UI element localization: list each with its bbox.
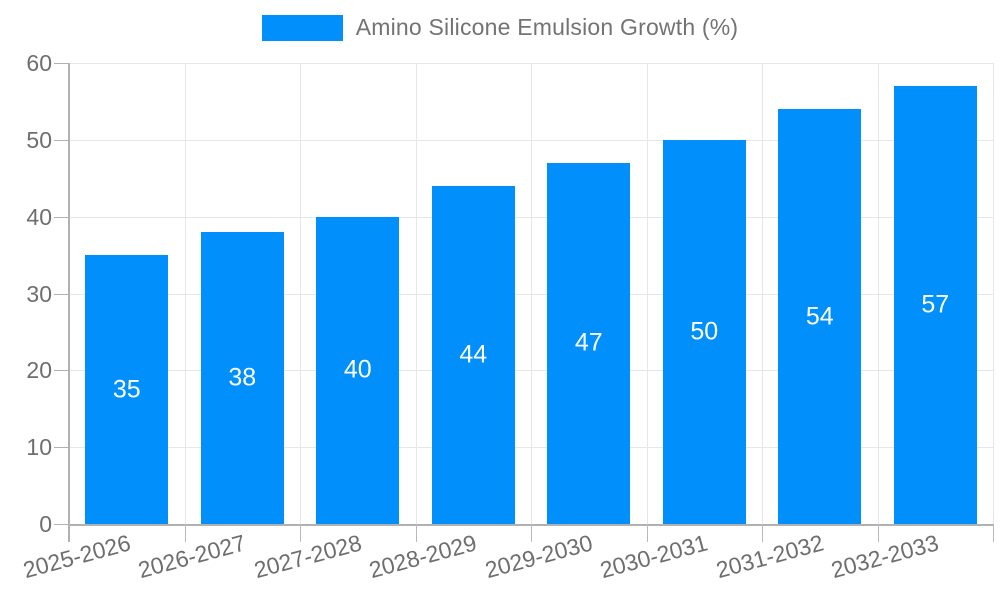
- bar-value-label: 38: [228, 363, 257, 392]
- x-axis-label: 2029-2030: [482, 529, 595, 584]
- x-axis-label: 2030-2031: [597, 529, 711, 584]
- x-axis-label: 2027-2028: [251, 529, 364, 584]
- x-axis-tick: [184, 524, 186, 542]
- gridline-vertical: [415, 63, 417, 524]
- y-axis-label: 10: [26, 434, 52, 461]
- y-axis-label: 0: [39, 511, 52, 537]
- gridline-vertical: [762, 63, 763, 524]
- y-axis-label: 60: [26, 50, 52, 76]
- gridline-vertical: [993, 63, 994, 524]
- plot-area: 35 38 40 44 47 50 54 57: [69, 63, 994, 524]
- bar-2027-2028[interactable]: 40: [316, 216, 400, 524]
- x-axis-tick: [646, 524, 648, 542]
- x-axis-tick: [300, 524, 301, 542]
- x-axis-label: 2031-2032: [713, 529, 826, 584]
- y-axis-tick: [54, 447, 69, 449]
- bar-2029-2030[interactable]: 47: [547, 162, 631, 524]
- bar-2026-2027[interactable]: 38: [200, 232, 284, 524]
- x-axis-tick: [762, 524, 763, 542]
- y-axis-tick: [54, 63, 69, 64]
- bar-2031-2032[interactable]: 54: [778, 109, 862, 524]
- legend-label[interactable]: Amino Silicone Emulsion Growth (%): [355, 14, 739, 40]
- bar-value-label: 44: [459, 340, 488, 369]
- bar-value-label: 57: [921, 290, 950, 319]
- y-axis-tick: [54, 370, 69, 372]
- x-axis-tick: [993, 524, 994, 542]
- legend: Amino Silicone Emulsion Growth (%): [0, 14, 1000, 41]
- y-axis-label: 50: [26, 126, 52, 153]
- y-axis-label: 40: [26, 203, 52, 230]
- bar-value-label: 54: [805, 302, 834, 331]
- bar-value-label: 47: [574, 328, 603, 357]
- bar-value-label: 50: [690, 317, 719, 346]
- bar-2030-2031[interactable]: 50: [662, 139, 746, 524]
- bar-2032-2033[interactable]: 57: [893, 86, 977, 524]
- legend-swatch-icon[interactable]: [261, 14, 343, 41]
- y-axis-label: 30: [26, 280, 52, 307]
- x-axis-tick: [531, 524, 532, 542]
- gridline-vertical: [646, 63, 648, 524]
- y-axis-tick: [54, 524, 69, 525]
- x-axis-label: 2028-2029: [366, 529, 480, 584]
- gridline-vertical: [184, 63, 186, 524]
- x-axis-label: 2026-2027: [135, 529, 249, 584]
- gridline-vertical: [877, 63, 879, 524]
- bar-value-label: 40: [343, 355, 372, 384]
- x-axis-tick: [877, 524, 879, 542]
- x-axis-label: 2032-2033: [828, 529, 942, 584]
- bar-2028-2029[interactable]: 44: [431, 185, 515, 524]
- y-axis-line: [68, 63, 70, 542]
- gridline-vertical: [300, 63, 301, 524]
- y-axis-tick: [54, 293, 69, 295]
- y-axis-tick: [54, 139, 69, 141]
- bar-value-label: 35: [112, 375, 141, 404]
- gridline-vertical: [531, 63, 532, 524]
- x-axis-tick: [415, 524, 417, 542]
- y-axis-tick: [54, 216, 69, 218]
- y-axis-label: 20: [26, 357, 52, 384]
- bar-2025-2026[interactable]: 35: [85, 255, 169, 524]
